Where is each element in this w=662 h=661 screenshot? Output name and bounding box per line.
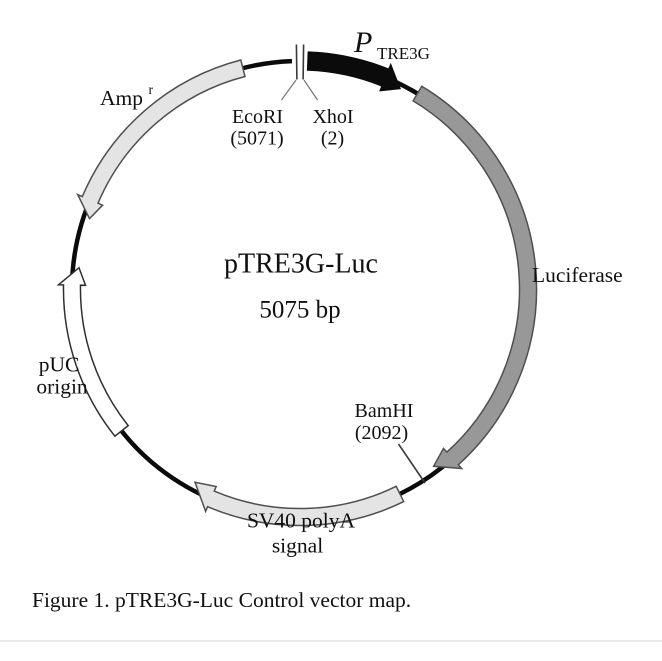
xhoi-tick-mark <box>302 44 305 80</box>
puc-origin-arrow <box>56 266 130 438</box>
amp-label-superscript: r <box>149 82 154 97</box>
bamhi-enzyme-label: BamHI <box>355 400 414 422</box>
puc-origin-label-line2: origin <box>36 375 88 399</box>
ecori-leader-line <box>281 79 297 101</box>
xhoi-enzyme-label: XhoI <box>312 106 353 128</box>
sv40-polya-label-line1: SV40 polyA <box>247 509 356 533</box>
figure-caption: Figure 1. pTRE3G-Luc Control vector map. <box>32 588 412 612</box>
plasmid-title: pTRE3G-Luc <box>224 249 378 280</box>
ptre3g-label-subscript: TRE3G <box>377 44 430 63</box>
puc-origin-label-line1: pUC <box>39 353 80 377</box>
sv40-polya-arrow <box>193 481 405 527</box>
page-divider <box>0 640 662 642</box>
ecori-enzyme-label: EcoRI <box>232 106 283 128</box>
luciferase-gene-arrow <box>412 85 538 470</box>
amp-resistance-arrow <box>76 59 246 220</box>
amp-label: Amp <box>100 86 143 110</box>
ptre3g-label-main: P <box>353 26 372 59</box>
ptre3g-promoter-arrow <box>306 51 401 92</box>
bamhi-position-label: (2092) <box>355 422 408 444</box>
sv40-polya-label-line2: signal <box>272 534 323 558</box>
xhoi-position-label: (2) <box>321 128 344 150</box>
xhoi-leader-line <box>303 79 318 101</box>
plasmid-size-label: 5075 bp <box>259 297 340 324</box>
bamhi-tick-mark <box>397 443 426 484</box>
ecori-position-label: (5071) <box>230 128 283 150</box>
luciferase-label: Luciferase <box>532 263 623 287</box>
ecori-tick-mark <box>295 44 298 80</box>
